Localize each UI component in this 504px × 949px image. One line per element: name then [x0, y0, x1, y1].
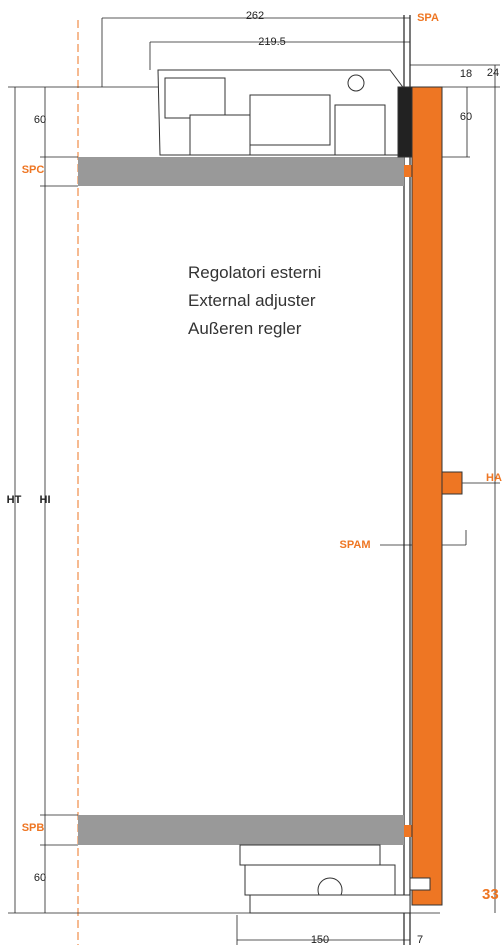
dim-label: SPAM: [340, 539, 371, 551]
dim-label: 262: [246, 10, 264, 22]
top-profile: [78, 157, 404, 186]
dim-label: HI: [40, 494, 51, 506]
note-line: Außeren regler: [188, 319, 302, 338]
dim-label: SPA: [417, 12, 439, 24]
bottom-profile: [78, 815, 404, 845]
dim-label: 24: [487, 67, 499, 79]
seal: [404, 165, 412, 177]
dim-label: 33: [482, 886, 499, 903]
dim-label: 150: [311, 934, 329, 946]
dim-label: 60: [34, 114, 46, 126]
seal: [404, 825, 412, 837]
handle: [442, 472, 462, 494]
dim-label: SPB: [22, 822, 45, 834]
top-mechanism: [158, 70, 412, 157]
bottom-mechanism: [240, 845, 430, 913]
dim-label: 60: [34, 872, 46, 884]
dim-label: SPC: [22, 164, 45, 176]
drawing: 262 219.5 SPA 18 24 60 60 SPC HT HI HA S…: [0, 0, 504, 949]
dim-label: 60: [460, 111, 472, 123]
dim-label: 7: [417, 934, 423, 946]
dim-label: 18: [460, 68, 472, 80]
door-panel: [412, 87, 442, 905]
dim-label: 219.5: [258, 36, 286, 48]
dim-label: HA: [486, 472, 502, 484]
note-line: Regolatori esterni: [188, 263, 321, 282]
dim-label: HT: [7, 494, 22, 506]
note-line: External adjuster: [188, 291, 316, 310]
